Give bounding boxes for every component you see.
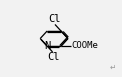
Text: COOMe: COOMe	[71, 41, 98, 50]
Text: N: N	[44, 41, 50, 51]
Text: Cl: Cl	[47, 52, 59, 62]
Text: Cl: Cl	[48, 14, 61, 24]
Text: ↵: ↵	[110, 63, 117, 72]
